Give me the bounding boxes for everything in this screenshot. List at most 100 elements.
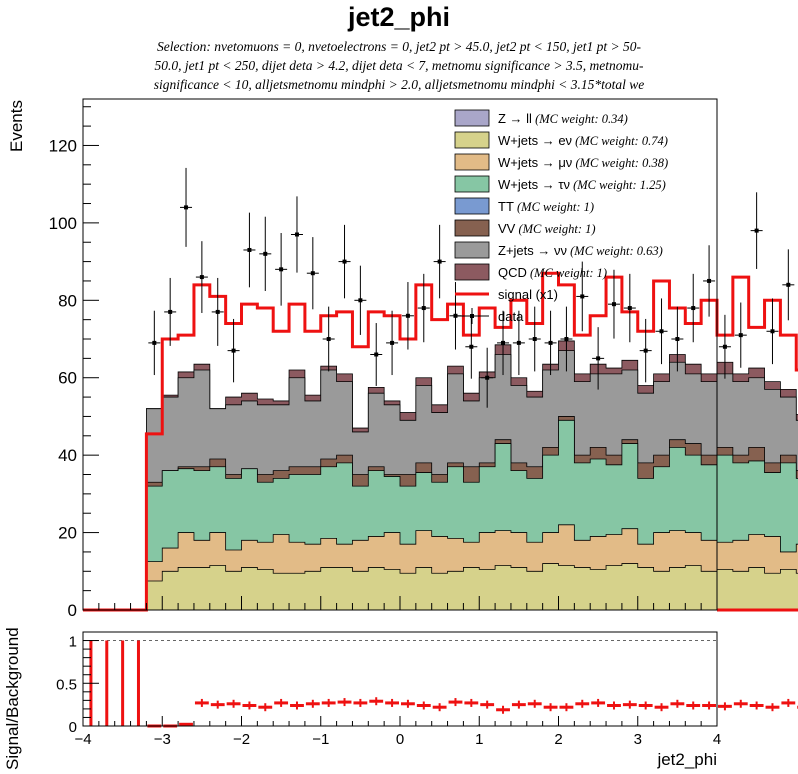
data-point [750,192,763,269]
data-point [687,273,700,343]
data-point [734,302,747,368]
y-axis-label-ratio: Signal/Background [3,627,22,770]
stack-w-jets-e [146,563,798,611]
legend-entry: Z+jets → νν (MC weight: 0.63) [454,241,663,259]
data-marker [722,344,727,349]
data-point [306,237,319,310]
ratio-point [781,698,796,707]
data-point [544,310,557,376]
ratio-point [765,703,780,712]
legend-entry: W+jets → eν (MC weight: 0.74) [454,131,668,149]
ratio-point [432,703,447,712]
legend-process: W+jets → μν [498,155,572,170]
data-point [497,310,510,376]
data-marker [390,340,395,345]
data-marker [516,340,521,345]
legend-entry: W+jets → τν (MC weight: 1.25) [454,175,666,193]
y-tick-label: 60 [58,369,77,388]
ratio-x-tick-label: −1 [312,731,329,748]
data-marker [263,251,268,256]
data-marker [627,306,632,311]
ratio-point [718,702,732,711]
ratio-x-tick-label: 0 [396,731,404,748]
data-marker [675,337,680,342]
legend-process: TT [498,199,514,214]
data-point [671,306,684,372]
data-marker [659,329,664,334]
data-point [576,261,589,332]
data-point [528,306,541,372]
data-point [354,265,367,335]
data-marker [342,259,347,264]
ratio-point [591,698,606,707]
data-marker [643,348,648,353]
data-point [655,298,668,365]
data-marker [152,340,157,345]
data-point [782,249,795,321]
data-point [623,273,636,343]
data-marker [199,275,204,280]
data-point [417,273,430,343]
legend-process: QCD [498,265,527,280]
ratio-point [290,701,304,710]
data-point [227,318,240,383]
data-marker [691,306,696,311]
ratio-point [321,698,336,707]
data-point [560,306,573,372]
legend-entry: TT (MC weight: 1) [454,197,594,215]
data-marker [421,306,426,311]
legend-process: W+jets → eν [498,133,572,148]
legend-process: Z → ll [498,111,532,126]
ratio-x-tick-label: −2 [233,731,250,748]
ratio-point [527,699,542,708]
legend-swatch [454,219,490,237]
ratio-point [385,698,399,707]
legend-weight: (MC weight: 0.74) [572,134,668,148]
legend-process: signal (x1) [498,287,558,302]
data-marker [405,313,410,318]
legend-process: Z+jets → νν [498,243,567,258]
legend-entry: VV (MC weight: 1) [454,219,596,237]
data-marker [310,271,315,276]
selection-line-2: 50.0, jet1 pt < 250, dijet deta > 4.2, d… [155,58,644,73]
data-point [639,318,652,383]
ratio-point [670,699,685,708]
data-point [259,216,272,291]
ratio-point [210,700,225,709]
legend-swatch [454,241,490,259]
legend-label: signal (x1) [498,287,558,302]
data-marker [532,337,537,342]
data-marker [168,309,173,314]
ratio-point [448,698,463,707]
data-point [512,310,525,376]
x-axis-label: jet2_phi [656,750,717,769]
ratio-point [226,699,241,708]
data-point [275,233,288,306]
ratio-point [511,700,526,709]
ratio-x-tick-label: 2 [554,731,562,748]
y-tick-label: 80 [58,291,77,310]
y-tick-label: 100 [49,214,77,233]
data-point [370,323,383,386]
ratio-point [654,703,669,712]
legend-swatch [454,131,490,149]
data-marker [294,232,299,237]
ratio-x-tick-label: −3 [154,731,171,748]
legend-entry: QCD (MC weight: 1) [454,263,607,281]
legend-weight: (MC weight: 0.34) [532,112,628,126]
legend-process: W+jets → τν [498,177,570,192]
data-marker [247,247,252,252]
y-axis-label-events: Events [7,100,26,152]
ratio-point [496,705,510,714]
ratio-y-tick-label: 0 [69,719,77,736]
data-marker [707,278,712,283]
data-point [243,212,256,288]
ratio-point [702,701,716,710]
data-marker [469,344,474,349]
legend: Z → ll (MC weight: 0.34) W+jets → eν (MC … [454,109,668,324]
data-marker [501,340,506,345]
selection-line-1: Selection: nvetomuons = 0, nvetoelectron… [157,39,642,54]
y-tick-label: 120 [49,136,77,155]
data-point [148,310,161,376]
